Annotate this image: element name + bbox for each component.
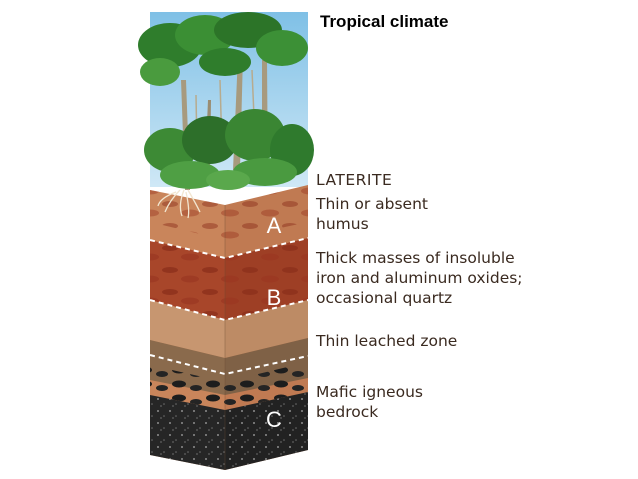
horizon-letter-b: B xyxy=(267,285,282,310)
forest-canopy xyxy=(138,12,314,190)
horizon-letter-a: A xyxy=(267,213,282,238)
soil-block-left-face xyxy=(150,190,225,470)
soil-block-right-face xyxy=(225,185,308,470)
page-title: Tropical climate xyxy=(320,12,449,31)
horizon-b-description: Thick masses of insoluble iron and alumi… xyxy=(316,249,523,307)
horizon-a-description: Thin or absent humus xyxy=(316,195,428,233)
soil-type-label: LATERITE xyxy=(316,171,393,189)
leached-zone-description: Thin leached zone xyxy=(316,332,458,350)
tree-roots xyxy=(157,189,201,219)
horizon-letter-c: C xyxy=(266,407,282,432)
horizon-c-description: Mafic igneous bedrock xyxy=(316,383,423,421)
